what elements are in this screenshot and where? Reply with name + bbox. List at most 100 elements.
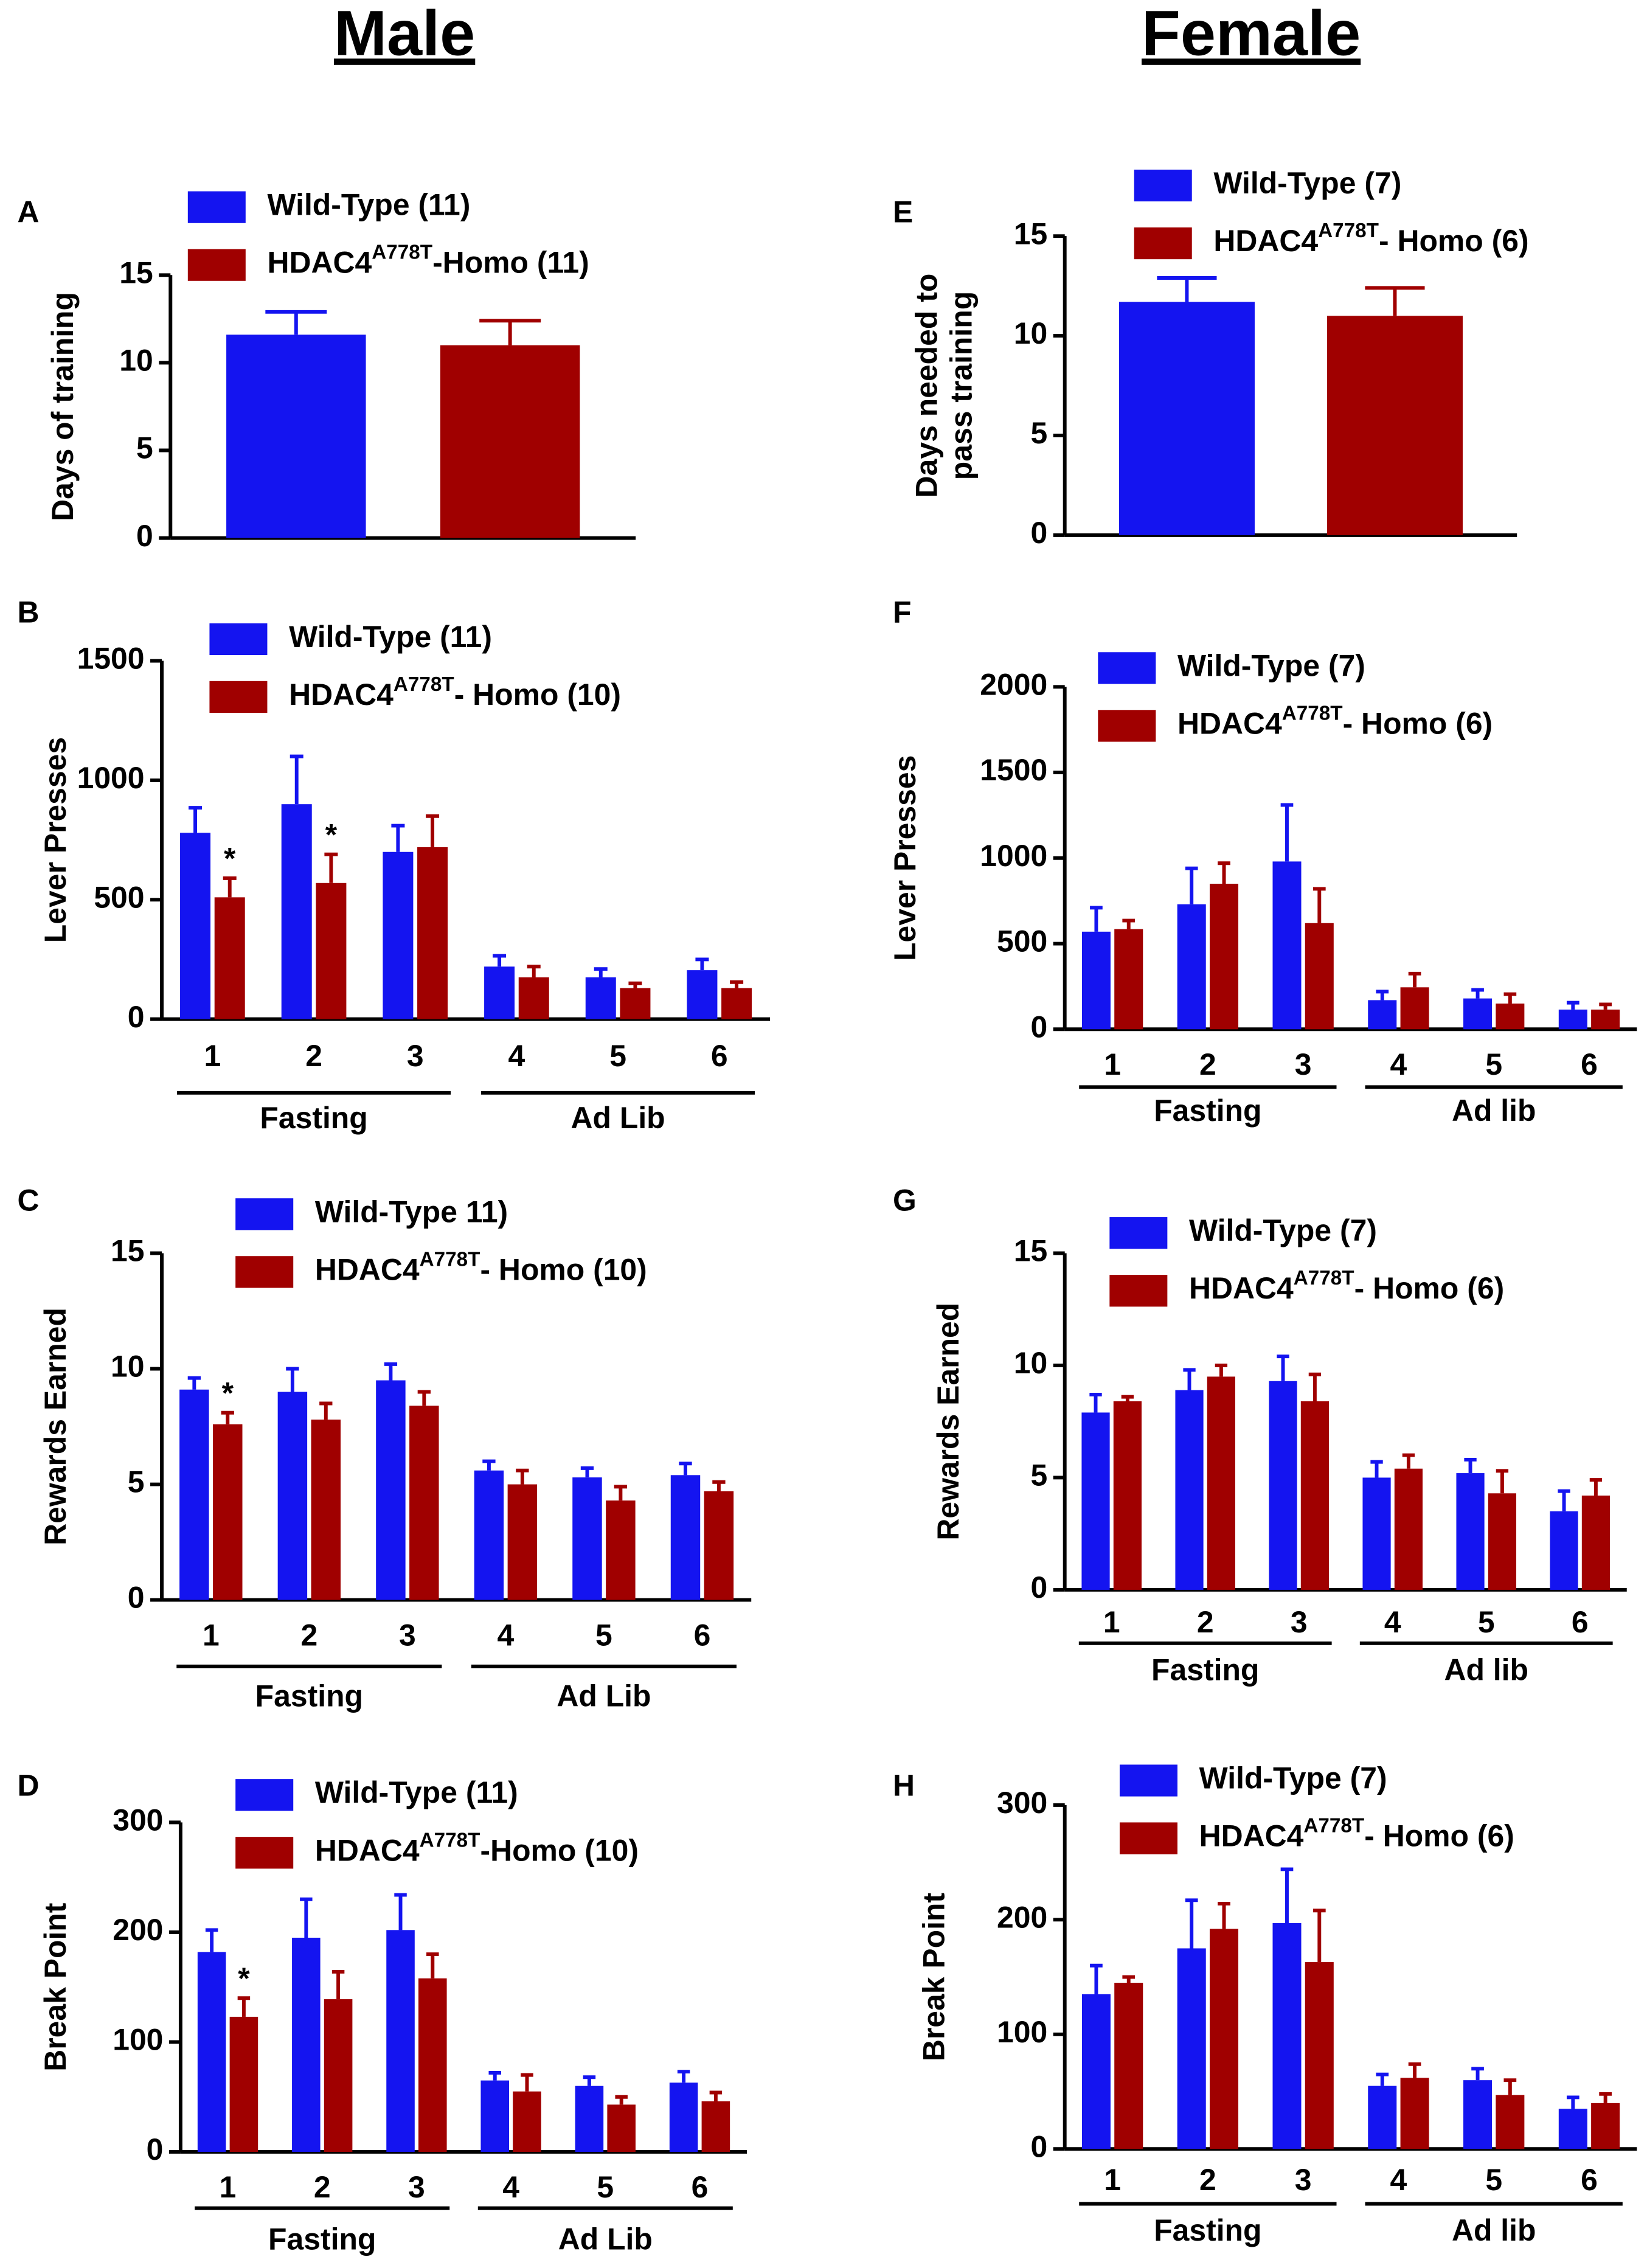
legend-swatch: [1109, 1275, 1168, 1307]
bar: [1400, 2078, 1429, 2149]
legend-text: HDAC4: [1213, 224, 1318, 258]
x-tick-label: 3: [399, 1618, 416, 1652]
legend-swatch: [235, 1779, 294, 1811]
bar: [229, 2016, 258, 2152]
bar: [607, 2104, 636, 2152]
x-tick-label: 1: [1104, 2163, 1121, 2197]
bar: [292, 1937, 321, 2152]
x-tick-label: 5: [595, 1618, 612, 1652]
bar: [1114, 929, 1143, 1030]
y-tick-label: 1500: [77, 642, 145, 676]
bar: [1496, 2095, 1525, 2149]
legend-text: A778T: [394, 673, 454, 696]
legend-text: A778T: [1282, 702, 1343, 724]
legend-text: HDAC4: [1189, 1271, 1294, 1305]
bar: [1269, 1381, 1297, 1590]
legend-label: HDAC4A778T- Homo (10): [289, 673, 621, 712]
bar: [606, 1500, 636, 1600]
bar: [1081, 1994, 1111, 2149]
legend-label: HDAC4A778T- Homo (10): [315, 1248, 647, 1286]
bar: [484, 966, 515, 1019]
legend-text: A778T: [372, 241, 432, 263]
y-tick-label: 0: [147, 2132, 164, 2166]
legend-text: HDAC4: [267, 246, 372, 280]
bar: [1272, 861, 1302, 1030]
y-tick-label: 300: [997, 1786, 1047, 1820]
bar: [440, 345, 580, 538]
x-tick-label: 2: [1197, 1605, 1214, 1639]
bar: [721, 988, 752, 1019]
y-tick-label: 15: [1014, 1234, 1047, 1268]
bar: [1114, 1982, 1143, 2149]
group-label: Ad Lib: [571, 1101, 665, 1135]
group-label: Fasting: [1154, 1094, 1261, 1128]
legend-text: A778T: [420, 1248, 480, 1271]
x-tick-label: 4: [498, 1618, 515, 1652]
bar: [1113, 1401, 1142, 1590]
panel-label: D: [18, 1769, 40, 1803]
bar: [1177, 904, 1206, 1030]
bar: [1362, 1477, 1391, 1590]
bar: [1550, 1511, 1578, 1590]
bar: [1591, 2103, 1620, 2149]
legend-swatch: [1098, 710, 1156, 742]
bar: [1118, 302, 1255, 535]
bar: [1558, 1009, 1587, 1030]
group-label: Ad lib: [1452, 2213, 1536, 2247]
bar: [1272, 1923, 1302, 2149]
legend-text: Wild-Type (7): [1199, 1761, 1387, 1795]
legend-text: Wild-Type (11): [289, 620, 492, 654]
bar: [480, 2080, 510, 2152]
bar: [1488, 1493, 1517, 1590]
y-tick-label: 5: [1030, 1458, 1047, 1493]
legend-text: - Homo (6): [1364, 1819, 1514, 1853]
bar: [669, 2082, 698, 2152]
bar: [1368, 2086, 1397, 2149]
x-tick-label: 6: [1581, 2163, 1598, 2197]
bar: [507, 1484, 538, 1600]
bar: [585, 977, 616, 1019]
group-label: Fasting: [1151, 1653, 1259, 1687]
panel-label: G: [893, 1184, 917, 1218]
bar: [704, 1491, 734, 1600]
panel-label: B: [18, 595, 40, 629]
annotation: *: [325, 817, 338, 851]
x-tick-label: 2: [1199, 1047, 1216, 1081]
annotation: *: [238, 1961, 250, 1996]
legend-swatch: [1119, 1822, 1177, 1854]
y-tick-label: 200: [113, 1913, 163, 1947]
legend-swatch: [1119, 1764, 1177, 1797]
legend-text: - Homo (6): [1343, 707, 1493, 741]
y-tick-label: 15: [111, 1234, 144, 1268]
legend-text: A778T: [1318, 220, 1379, 242]
bar: [1177, 1948, 1206, 2149]
x-tick-label: 6: [1581, 1047, 1598, 1081]
legend-swatch: [235, 1198, 294, 1230]
legend-label: HDAC4A778T-Homo (10): [315, 1829, 639, 1867]
bar: [518, 977, 549, 1019]
y-tick-label: 10: [1014, 1346, 1047, 1380]
group-label: Ad lib: [1444, 1653, 1528, 1687]
y-tick-label: 200: [997, 1901, 1047, 1935]
legend-text: -Homo (10): [480, 1833, 638, 1867]
y-axis-label: Days of training: [46, 292, 80, 521]
group-label: Fasting: [268, 2222, 376, 2256]
panel-label: A: [18, 195, 40, 229]
bar: [1300, 1401, 1329, 1590]
bar: [1394, 1468, 1423, 1590]
legend-swatch: [1134, 227, 1192, 260]
legend-label: Wild-Type (11): [315, 1775, 518, 1809]
group-label: Ad lib: [1452, 1094, 1536, 1128]
bar: [213, 1424, 243, 1600]
legend-swatch: [235, 1837, 294, 1869]
panel-label: H: [893, 1769, 915, 1803]
x-tick-label: 5: [1478, 1605, 1495, 1639]
bar: [1456, 1473, 1485, 1590]
bar: [418, 1978, 447, 2152]
bar: [474, 1470, 504, 1600]
legend-swatch: [1098, 652, 1156, 684]
group-label: Ad Lib: [557, 1679, 651, 1713]
bar: [513, 2091, 541, 2152]
legend-label: Wild-Type (7): [1199, 1761, 1387, 1795]
